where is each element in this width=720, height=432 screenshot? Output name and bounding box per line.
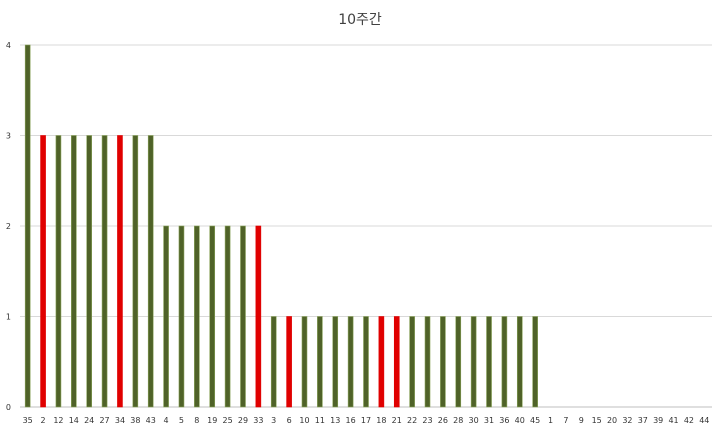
x-tick-label: 28 [453, 416, 463, 425]
y-tick-label: 1 [6, 313, 11, 322]
x-tick-label: 30 [469, 416, 479, 425]
x-tick-label: 2 [41, 416, 46, 425]
x-tick-label: 44 [699, 416, 709, 425]
x-tick-label: 34 [115, 416, 125, 425]
x-tick-label: 8 [194, 416, 199, 425]
bar-23 [424, 316, 431, 408]
bar-26 [440, 316, 446, 408]
bar-16 [347, 316, 354, 408]
bar-21 [393, 316, 400, 408]
bar-35 [24, 44, 31, 408]
bar-22 [409, 316, 415, 408]
x-tick-label: 13 [330, 416, 340, 425]
bar-40 [516, 316, 523, 408]
x-tick-label: 19 [207, 416, 217, 425]
x-tick-label: 14 [69, 416, 79, 425]
x-tick-label: 15 [592, 416, 602, 425]
bar-13 [332, 316, 339, 408]
x-tick-label: 41 [668, 416, 678, 425]
x-tick-label: 22 [407, 416, 417, 425]
bar-5 [178, 225, 185, 408]
bar-19 [209, 225, 216, 408]
x-tick-label: 3 [271, 416, 276, 425]
x-tick-label: 24 [84, 416, 94, 425]
x-tick-label: 26 [438, 416, 448, 425]
x-tick-label: 11 [315, 416, 325, 425]
bar-25 [224, 225, 231, 408]
bar-11 [317, 316, 323, 408]
bar-31 [486, 316, 492, 408]
bar-4 [163, 225, 169, 408]
x-tick-label: 43 [146, 416, 156, 425]
bar-38 [132, 135, 139, 408]
x-tick-label: 42 [684, 416, 694, 425]
x-tick-label: 5 [179, 416, 184, 425]
bar-29 [240, 225, 246, 408]
x-tick-label: 21 [392, 416, 402, 425]
x-tick-label: 12 [53, 416, 63, 425]
bar-27 [101, 135, 108, 408]
x-tick-label: 17 [361, 416, 371, 425]
chart-title: 10주간 [338, 12, 382, 28]
x-tick-label: 27 [99, 416, 109, 425]
x-tick-label: 23 [422, 416, 432, 425]
x-tick-label: 29 [238, 416, 248, 425]
bar-43 [147, 135, 154, 408]
bar-24 [86, 135, 92, 408]
x-tick-label: 36 [499, 416, 509, 425]
bar-18 [378, 316, 385, 408]
x-tick-label: 16 [346, 416, 356, 425]
bars [24, 44, 538, 408]
y-tick-label: 4 [6, 41, 11, 50]
x-tick-label: 25 [223, 416, 233, 425]
x-tick-label: 20 [607, 416, 617, 425]
y-tick-label: 3 [6, 132, 11, 141]
bar-12 [55, 135, 62, 408]
x-tick-label: 9 [579, 416, 584, 425]
x-tick-label: 35 [23, 416, 33, 425]
y-axis-ticks: 0 1 2 3 4 [6, 41, 11, 412]
x-tick-label: 6 [287, 416, 292, 425]
bar-10 [301, 316, 308, 408]
bar-3 [270, 316, 277, 408]
x-tick-label: 38 [130, 416, 140, 425]
bar-33 [255, 225, 262, 408]
x-tick-label: 10 [299, 416, 309, 425]
x-tick-label: 4 [164, 416, 169, 425]
bar-17 [363, 316, 369, 408]
x-tick-label: 18 [376, 416, 386, 425]
x-tick-label: 45 [530, 416, 540, 425]
bar-36 [501, 316, 508, 408]
x-tick-label: 1 [548, 416, 553, 425]
x-tick-label: 32 [622, 416, 632, 425]
x-tick-label: 37 [638, 416, 648, 425]
bar-30 [470, 316, 477, 408]
x-tick-label: 39 [653, 416, 663, 425]
bar-45 [532, 316, 538, 408]
bar-34 [117, 135, 123, 408]
bar-6 [286, 316, 292, 408]
x-tick-label: 40 [515, 416, 525, 425]
bar-8 [194, 225, 200, 408]
bar-14 [71, 135, 77, 408]
x-axis-ticks: 35 2 12 14 24 27 34 38 43 4 5 8 19 25 29 33 3 6 10 11 13 16 17… [23, 416, 710, 425]
y-tick-label: 0 [6, 403, 11, 412]
x-tick-label: 7 [563, 416, 568, 425]
x-tick-label: 33 [253, 416, 263, 425]
bar-28 [455, 316, 462, 408]
x-tick-label: 31 [484, 416, 494, 425]
bar-2 [40, 135, 46, 408]
y-tick-label: 2 [6, 222, 11, 231]
